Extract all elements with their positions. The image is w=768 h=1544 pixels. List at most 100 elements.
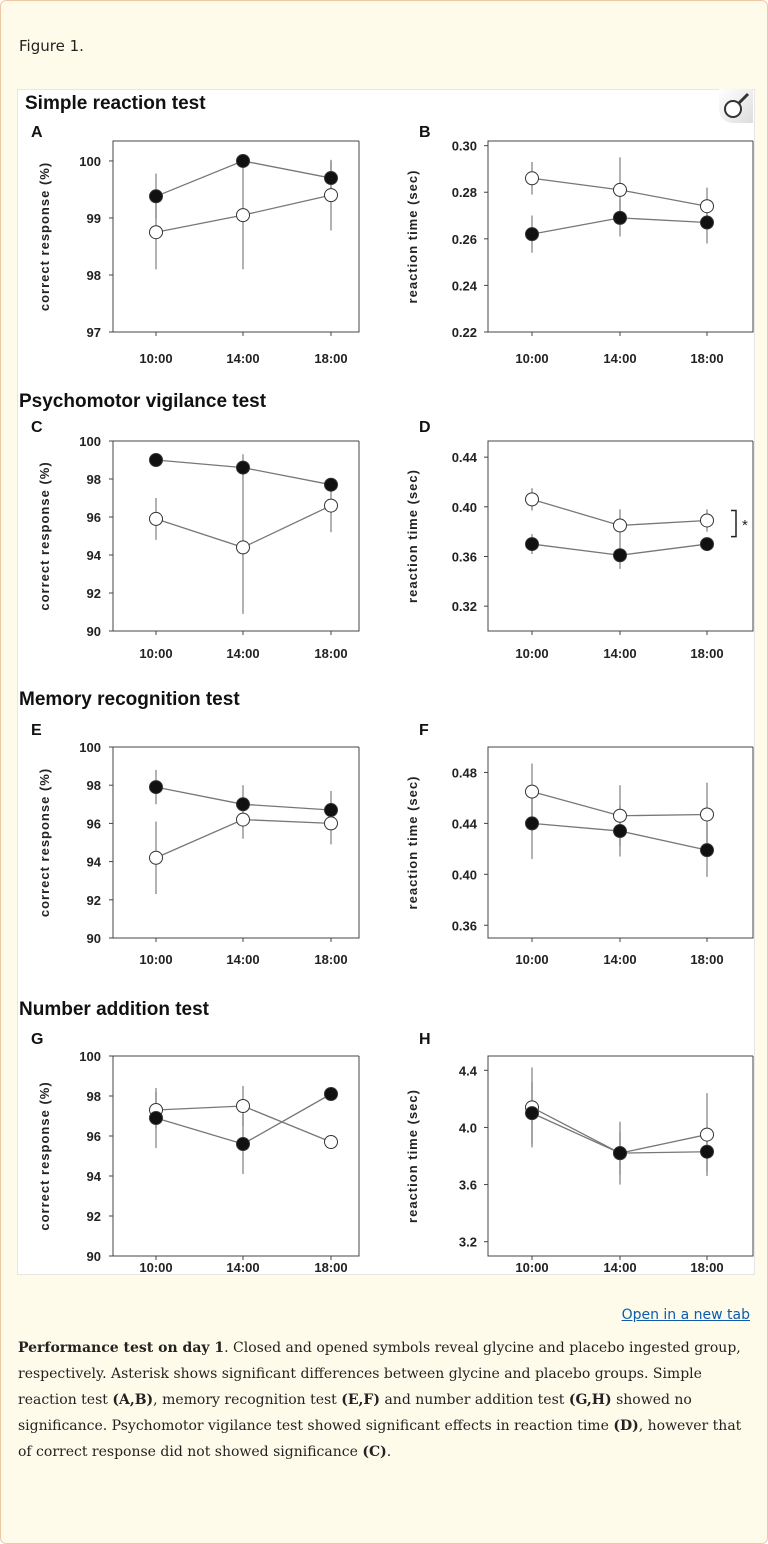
y-axis-label: reaction time (sec) <box>405 170 420 304</box>
x-tick-label: 10:00 <box>515 646 548 661</box>
y-tick-label: 0.44 <box>452 816 478 831</box>
y-tick-label: 0.44 <box>452 450 478 465</box>
data-point-filled <box>700 843 714 858</box>
y-tick-label: 0.36 <box>452 918 477 933</box>
x-tick-label: 10:00 <box>139 952 172 967</box>
x-tick-label: 10:00 <box>515 952 548 967</box>
x-tick-label: 18:00 <box>314 952 347 967</box>
figure-label: Figure 1. <box>19 37 84 55</box>
data-point-filled <box>613 210 627 225</box>
y-tick-label: 100 <box>79 434 101 449</box>
data-point-filled <box>236 1137 250 1151</box>
x-tick-label: 10:00 <box>515 1260 548 1275</box>
data-point-open <box>236 208 250 223</box>
data-point-open <box>236 812 250 827</box>
x-tick-label: 18:00 <box>690 1260 723 1275</box>
y-tick-label: 94 <box>87 1169 102 1184</box>
x-tick-label: 10:00 <box>139 351 172 366</box>
caption-text: . <box>386 1444 392 1460</box>
y-tick-label: 0.36 <box>452 549 477 564</box>
x-tick-label: 18:00 <box>690 646 723 661</box>
data-point-open <box>324 188 338 203</box>
x-tick-label: 18:00 <box>314 1260 347 1275</box>
y-tick-label: 92 <box>87 1209 101 1224</box>
panel-letter: F <box>419 722 429 739</box>
data-point-open <box>613 808 627 823</box>
caption-text: showed no significance. Psychomotor vigi… <box>18 1392 692 1434</box>
data-point-open <box>525 171 539 186</box>
data-point-open <box>149 511 163 526</box>
open-in-new-tab-link[interactable]: Open in a new tab <box>621 1307 750 1323</box>
data-point-filled <box>149 780 163 795</box>
data-point-filled <box>324 803 338 818</box>
y-tick-label: 98 <box>87 268 101 283</box>
data-point-filled <box>149 1111 163 1125</box>
x-tick-label: 14:00 <box>226 952 259 967</box>
y-tick-label: 90 <box>87 1249 101 1264</box>
y-tick-label: 0.40 <box>452 867 477 882</box>
y-tick-label: 0.28 <box>452 185 477 200</box>
y-axis-label: reaction time (sec) <box>405 1089 420 1223</box>
y-tick-label: 96 <box>87 510 101 525</box>
data-point-open <box>613 182 627 197</box>
data-point-open <box>324 498 338 513</box>
panel-letter: G <box>31 1031 43 1048</box>
caption-ref: (E,F) <box>341 1392 380 1408</box>
section-title: Simple reaction test <box>25 93 206 114</box>
caption-text: , however that of correct response did n… <box>18 1418 742 1460</box>
magnifier-icon[interactable] <box>719 89 753 123</box>
data-point-open <box>324 816 338 831</box>
data-point-filled <box>613 548 627 563</box>
x-tick-label: 14:00 <box>603 646 636 661</box>
y-tick-label: 3.6 <box>459 1178 477 1193</box>
y-tick-label: 94 <box>87 548 102 563</box>
data-point-open <box>236 1099 250 1113</box>
section-title: Psychomotor vigilance test <box>19 391 267 412</box>
data-point-filled <box>236 797 250 812</box>
data-point-open <box>700 513 714 528</box>
y-tick-label: 98 <box>87 1089 101 1104</box>
y-tick-label: 98 <box>87 778 101 793</box>
y-tick-label: 98 <box>87 472 101 487</box>
data-point-filled <box>149 453 163 467</box>
plot-frame <box>487 440 754 632</box>
data-point-filled <box>613 824 627 839</box>
x-tick-label: 14:00 <box>226 646 259 661</box>
y-tick-label: 94 <box>87 855 102 870</box>
caption-text: and number addition test <box>380 1392 569 1408</box>
significance-asterisk: * <box>742 517 748 534</box>
caption-ref: (D) <box>613 1418 639 1434</box>
y-tick-label: 92 <box>87 893 101 908</box>
figure-image[interactable] <box>17 89 755 1275</box>
y-axis-label: correct response (%) <box>37 1081 52 1230</box>
plot-frame <box>487 746 754 939</box>
y-axis-label: reaction time (sec) <box>405 469 420 603</box>
significance-bracket <box>731 509 737 538</box>
y-tick-label: 0.40 <box>452 500 477 515</box>
data-point-open <box>149 225 163 240</box>
y-tick-label: 97 <box>87 325 101 340</box>
y-tick-label: 4.0 <box>459 1120 477 1135</box>
data-point-filled <box>324 1087 338 1101</box>
x-tick-label: 10:00 <box>515 351 548 366</box>
plot-frame <box>112 140 360 333</box>
caption-title: Performance test on day 1 <box>18 1340 225 1356</box>
x-tick-label: 10:00 <box>139 646 172 661</box>
plot-frame <box>112 1055 360 1257</box>
x-tick-label: 14:00 <box>603 952 636 967</box>
figure-charts: Simple reaction test Psychomotor vigilanc… <box>19 93 754 1275</box>
panel-letter: A <box>31 124 43 141</box>
data-point-filled <box>525 1106 539 1121</box>
section-title: Memory recognition test <box>19 689 240 710</box>
x-tick-label: 10:00 <box>139 1260 172 1275</box>
figure-caption: Performance test on day 1. Closed and op… <box>18 1335 752 1465</box>
y-tick-label: 3.2 <box>459 1235 477 1250</box>
caption-ref: (C) <box>362 1444 387 1460</box>
y-axis-label: correct response (%) <box>37 768 52 917</box>
y-tick-label: 0.22 <box>452 325 477 340</box>
data-point-filled <box>700 537 714 552</box>
data-point-open <box>525 784 539 799</box>
panel-letter: H <box>419 1031 431 1048</box>
data-point-open <box>700 1127 714 1142</box>
data-point-filled <box>324 477 338 492</box>
